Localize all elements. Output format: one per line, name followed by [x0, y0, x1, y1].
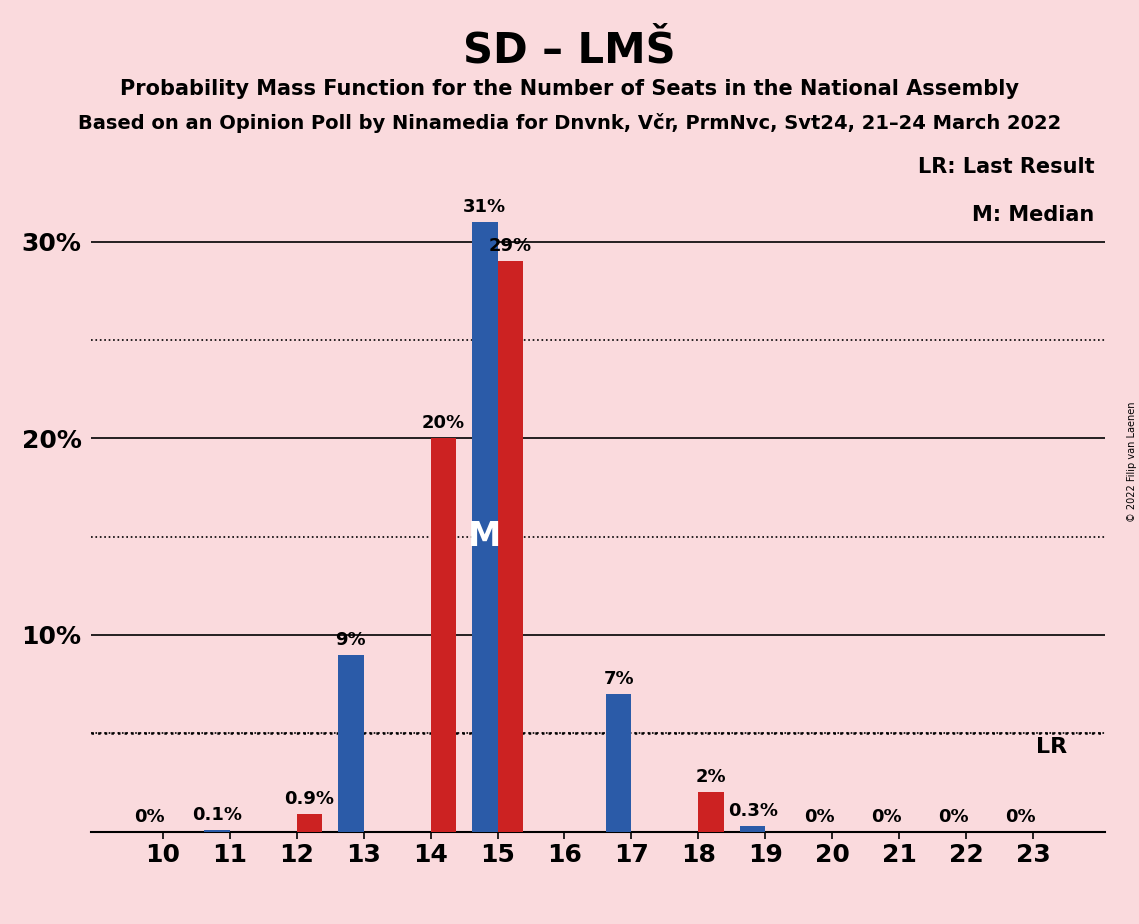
Bar	[296, 814, 322, 832]
Text: 0.1%: 0.1%	[191, 806, 241, 823]
Bar	[740, 826, 765, 832]
Text: 20%: 20%	[421, 414, 465, 432]
Text: SD – LMŠ: SD – LMŠ	[464, 30, 675, 71]
Bar	[472, 222, 498, 832]
Text: 29%: 29%	[489, 237, 532, 255]
Bar	[698, 792, 724, 832]
Text: 0%: 0%	[939, 808, 969, 826]
Text: LR: Last Result: LR: Last Result	[918, 157, 1095, 177]
Text: 31%: 31%	[464, 198, 507, 216]
Bar	[204, 830, 230, 832]
Text: Probability Mass Function for the Number of Seats in the National Assembly: Probability Mass Function for the Number…	[120, 79, 1019, 99]
Text: LR: LR	[1035, 737, 1067, 757]
Text: 0.9%: 0.9%	[285, 790, 335, 808]
Text: M: M	[468, 520, 501, 553]
Text: 0%: 0%	[871, 808, 902, 826]
Text: © 2022 Filip van Laenen: © 2022 Filip van Laenen	[1126, 402, 1137, 522]
Text: 0%: 0%	[134, 808, 165, 826]
Text: M: Median: M: Median	[973, 205, 1095, 225]
Text: 9%: 9%	[336, 631, 366, 649]
Text: 7%: 7%	[604, 670, 634, 688]
Text: 0%: 0%	[1006, 808, 1035, 826]
Bar	[338, 654, 363, 832]
Bar	[498, 261, 523, 832]
Bar	[606, 694, 631, 832]
Text: Based on an Opinion Poll by Ninamedia for Dnvnk, Včr, PrmNvc, Svt24, 21–24 March: Based on an Opinion Poll by Ninamedia fo…	[77, 113, 1062, 133]
Bar	[431, 438, 456, 832]
Text: 0%: 0%	[804, 808, 835, 826]
Text: 2%: 2%	[696, 769, 727, 786]
Text: 0.3%: 0.3%	[728, 802, 778, 820]
